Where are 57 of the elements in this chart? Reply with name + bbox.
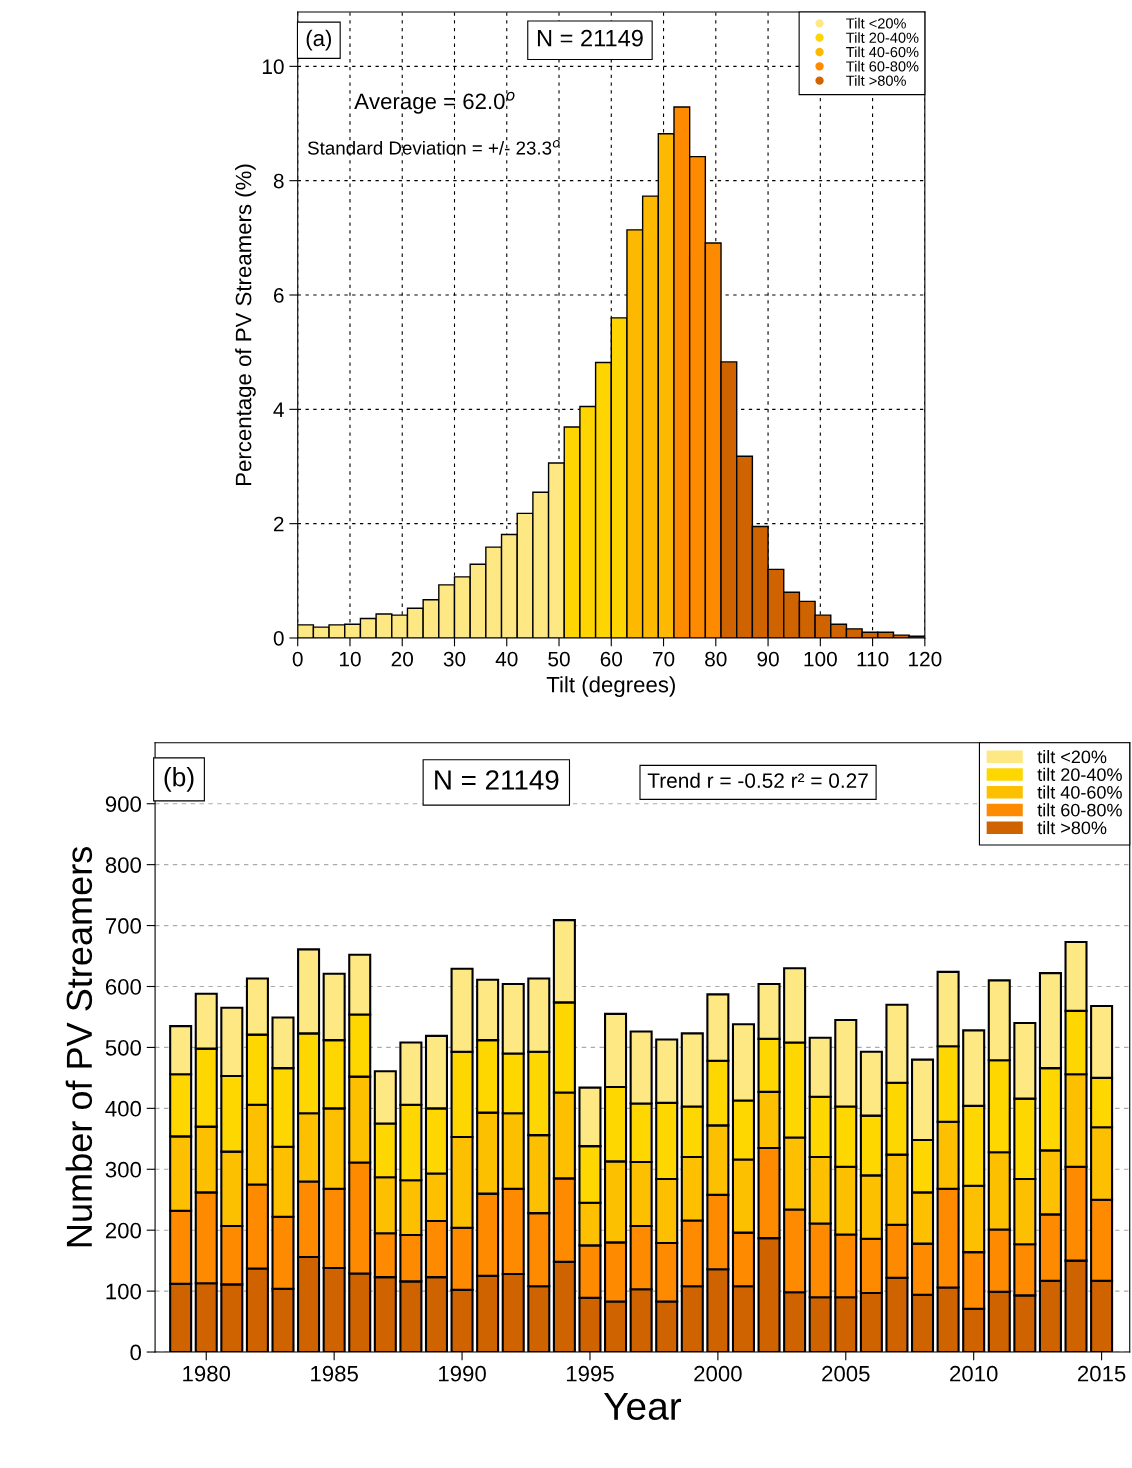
legend-label: tilt >80% [1037, 820, 1107, 835]
y-tick-label: 700 [105, 918, 142, 934]
annotation: (a) [306, 29, 332, 51]
legend-label: Tilt >80% [846, 75, 906, 86]
y-tick-label: 300 [105, 1161, 142, 1178]
x-tick-label: 20 [391, 651, 414, 667]
y-tick-label: 600 [105, 979, 142, 995]
x-tick-label: 110 [857, 651, 889, 667]
x-tick-label: 80 [705, 651, 727, 667]
y-tick-label: 6 [273, 288, 284, 303]
x-tick-label: 40 [495, 651, 518, 667]
x-tick-label: 120 [909, 651, 942, 667]
y-tick-label: 400 [105, 1100, 142, 1117]
annotation: (b) [164, 767, 194, 792]
legend-label: tilt <20% [1037, 750, 1107, 764]
x-tick-label: 2010 [950, 1365, 998, 1382]
legend-label: Tilt 40-60% [846, 46, 919, 58]
x-tick-label: 30 [443, 651, 466, 667]
legend-label: tilt 20-40% [1037, 767, 1122, 782]
x-tick-label: 60 [600, 651, 623, 667]
y-tick-label: 0 [130, 1344, 142, 1361]
y-tick-label: 200 [105, 1222, 142, 1239]
x-tick-label: 1985 [311, 1365, 358, 1382]
x-tick-label: 1995 [566, 1365, 614, 1382]
y-tick-label: 100 [106, 1283, 142, 1300]
y-tick-label: 900 [105, 796, 142, 812]
x-tick-label: 2000 [694, 1365, 742, 1382]
annotation: Standard Deviation = +/- 23.3$^{o}$ [307, 139, 560, 155]
y-tick-label: 500 [105, 1039, 142, 1056]
y-tick-label: 4 [273, 402, 284, 417]
y-tick-label: 2 [273, 516, 284, 532]
annotation: N = 21149 [537, 29, 643, 47]
legend-label: Tilt <20% [846, 17, 906, 29]
y-axis-title: Number of PV Streamers [65, 847, 93, 1247]
x-tick-label: 90 [757, 651, 779, 667]
y-axis-title: Percentage of PV Streamers (%) [235, 164, 256, 485]
y-tick-label: 0 [273, 630, 284, 646]
x-tick-label: 70 [653, 651, 675, 667]
x-tick-label: 2005 [822, 1365, 870, 1382]
legend-label: tilt 60-80% [1037, 803, 1122, 817]
x-tick-label: 1990 [439, 1365, 486, 1382]
y-tick-label: 10 [262, 59, 284, 75]
x-tick-label: 50 [548, 651, 570, 667]
x-axis-title: Year [603, 1392, 682, 1421]
x-tick-label: 0 [292, 651, 303, 667]
x-tick-label: 10 [339, 651, 361, 667]
x-tick-label: 1980 [183, 1365, 231, 1382]
annotation: Trend r = -0.52 r² = 0.27 [647, 772, 868, 788]
y-tick-label: 800 [105, 857, 142, 873]
x-tick-label: 2015 [1078, 1365, 1126, 1382]
legend-label: Tilt 60-80% [846, 60, 919, 72]
x-tick-label: 100 [804, 651, 837, 667]
annotation: N = 21149 [435, 770, 559, 790]
legend-label: tilt 40-60% [1037, 785, 1122, 799]
legend-label: Tilt 20-40% [846, 32, 919, 43]
x-axis-title: Tilt (degrees) [546, 676, 675, 697]
y-tick-label: 8 [273, 173, 284, 189]
